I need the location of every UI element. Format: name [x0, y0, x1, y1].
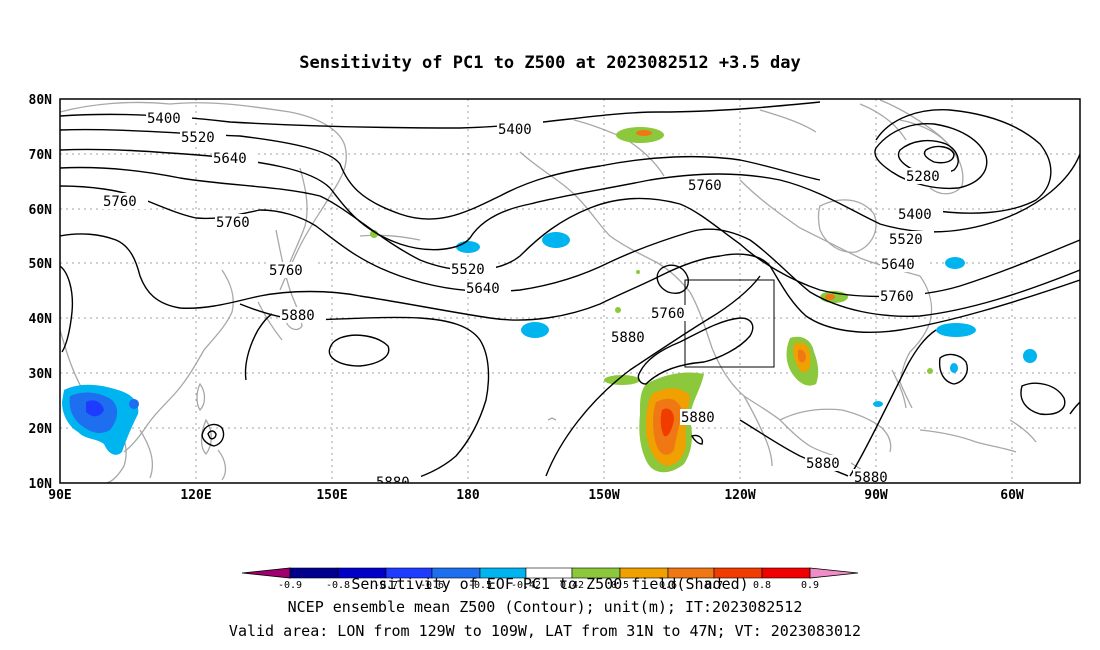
- lon-tick-label: 90E: [48, 488, 71, 503]
- lon-tick-label: 120E: [180, 488, 211, 503]
- contour-label: 5760: [216, 215, 250, 231]
- colorbar-tick-label: -0.8: [326, 580, 350, 591]
- lat-tick-label: 10N: [29, 477, 53, 492]
- contour-label: 5880: [376, 475, 410, 491]
- colorbar-tick-label: 0.8: [753, 580, 771, 591]
- coastlines: [60, 99, 1037, 483]
- lat-tick-label: 80N: [29, 93, 53, 108]
- colorbar: -0.9 -0.8 -0.7 -0.6 -0.5 -0.42 0.42 0.5 …: [241, 567, 859, 591]
- contour-label: 5760: [688, 178, 722, 194]
- contour-label: 5640: [881, 257, 915, 273]
- lat-tick-label: 30N: [29, 367, 53, 382]
- contour-label: 5760: [103, 194, 137, 210]
- lat-tick-label: 40N: [29, 312, 53, 327]
- lat-tick-label: 60N: [29, 203, 53, 218]
- contour-label: 5760: [651, 306, 685, 322]
- footer-caption-shading: Sensitivity of EOF PC1 to Z500 field(Sha…: [351, 575, 748, 593]
- contour-label: 5520: [451, 262, 485, 278]
- contour-labels: 5400 5520 5640 5760 5760 5760 5880 5400 …: [102, 110, 951, 491]
- contour-label: 5640: [213, 151, 247, 167]
- colorbar-tick-label: -0.42: [511, 580, 541, 591]
- colorbar-tick-label: 0.5: [611, 580, 629, 591]
- valid-area-box: [684, 279, 775, 368]
- colorbar-tick-label: 0.9: [801, 580, 819, 591]
- lat-tick-label: 20N: [29, 422, 53, 437]
- contour-label: 5400: [898, 207, 932, 223]
- lon-tick-label: 90W: [864, 488, 888, 503]
- map-frame: [59, 98, 1081, 484]
- contour-label: 5880: [681, 410, 715, 426]
- contour-label: 5880: [806, 456, 840, 472]
- contour-label: 5520: [181, 130, 215, 146]
- lat-tick-label: 50N: [29, 257, 53, 272]
- contour-label: 5880: [281, 308, 315, 324]
- footer-caption-contour: NCEP ensemble mean Z500 (Contour); unit(…: [288, 598, 803, 616]
- lon-tick-label: 60W: [1000, 488, 1024, 503]
- lon-tick-label: 180: [456, 488, 480, 503]
- contour-label: 5520: [889, 232, 923, 248]
- contour-label: 5280: [906, 169, 940, 185]
- colorbar-tick-label: 0.7: [705, 580, 723, 591]
- colorbar-tick-label: -0.7: [374, 580, 398, 591]
- longitude-axis: 90E 120E 150E 180 150W 120W 90W 60W: [48, 488, 1024, 503]
- latitude-axis: 80N 70N 60N 50N 40N 30N 20N 10N: [29, 93, 53, 492]
- footer-caption-valid-area: Valid area: LON from 129W to 109W, LAT f…: [229, 622, 861, 640]
- sensitivity-shading: [62, 127, 1037, 473]
- contour-label: 5760: [269, 263, 303, 279]
- contour-label: 5880: [854, 470, 888, 486]
- contour-label: 5640: [466, 281, 500, 297]
- contour-label: 5400: [498, 122, 532, 138]
- lat-tick-label: 70N: [29, 148, 53, 163]
- map-title: Sensitivity of PC1 to Z500 at 2023082512…: [299, 53, 801, 73]
- colorbar-tick-label: -0.6: [420, 580, 444, 591]
- colorbar-tick-label: -0.5: [468, 580, 492, 591]
- lon-tick-label: 150E: [316, 488, 347, 503]
- lon-tick-label: 150W: [588, 488, 619, 503]
- negative-sensitivity-area-central-pacific: [456, 241, 480, 253]
- colorbar-high-triangle: [809, 567, 859, 579]
- lon-tick-label: 120W: [724, 488, 755, 503]
- colorbar-tick-label: 0.42: [560, 580, 584, 591]
- colorbar-tick-label: -0.9: [278, 580, 302, 591]
- colorbar-low-triangle: [241, 567, 291, 579]
- contour-label: 5400: [147, 111, 181, 127]
- contour-label: 5760: [880, 289, 914, 305]
- contour-label: 5880: [611, 330, 645, 346]
- colorbar-tick-label: 0.6: [659, 580, 677, 591]
